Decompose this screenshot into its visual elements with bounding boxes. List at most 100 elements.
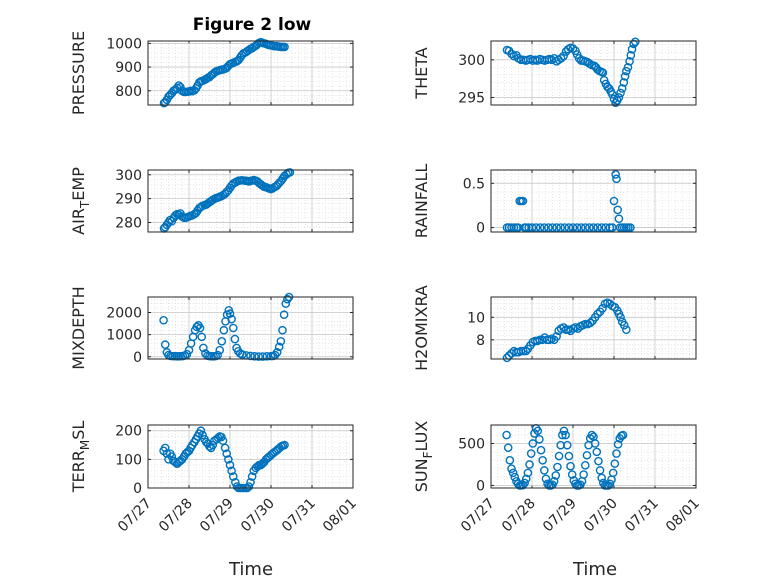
x-tick-label: 07/27 xyxy=(458,496,498,536)
data-point xyxy=(272,348,282,357)
y-axis-label: SUNFLUX xyxy=(412,421,435,493)
x-tick-label: 07/28 xyxy=(156,496,196,536)
data-point xyxy=(559,51,568,61)
data-point xyxy=(274,342,284,352)
data-point xyxy=(622,325,631,334)
axes-box xyxy=(490,40,697,106)
data-point xyxy=(553,462,562,472)
data-point xyxy=(535,434,544,444)
data-point xyxy=(556,223,566,232)
y-tick-label: 0.5 xyxy=(463,176,485,192)
data-point xyxy=(222,449,232,458)
x-tick-label: 07/29 xyxy=(540,496,580,536)
y-tick-label: 1000 xyxy=(106,328,142,344)
y-tick-label: 200 xyxy=(115,424,142,440)
data-point xyxy=(540,223,549,232)
data-point xyxy=(587,430,597,440)
data-point xyxy=(523,468,533,478)
axes-box xyxy=(147,296,354,360)
data-point xyxy=(508,468,518,478)
subplot-terr-msl: 0 100 200 TERRMSL 07/27 07/28 07/29 07/30 07/31 0… xyxy=(69,421,360,536)
data-point xyxy=(623,63,633,72)
data-point xyxy=(567,470,577,479)
data-point xyxy=(629,39,638,49)
data-point xyxy=(618,430,628,440)
data-point xyxy=(283,294,292,304)
data-point xyxy=(250,352,259,361)
data-point xyxy=(592,447,602,457)
data-point xyxy=(254,352,264,361)
data-point xyxy=(281,299,291,308)
y-tick-label: 10 xyxy=(467,310,485,326)
data-point xyxy=(572,223,582,232)
data-point xyxy=(521,474,531,484)
subplot-rainfall: 0 0.5 RAINFALL xyxy=(412,164,697,238)
y-axis-label: H2OMIXRA xyxy=(412,285,431,371)
x-tick-label: 08/01 xyxy=(320,496,360,536)
data-point xyxy=(195,323,205,333)
x-axis-label-left: Time xyxy=(228,559,273,580)
data-point xyxy=(568,44,578,53)
axes-box xyxy=(490,424,697,489)
data-point xyxy=(614,214,624,224)
data-point xyxy=(531,223,541,232)
data-point xyxy=(617,84,627,93)
data-point xyxy=(576,223,586,232)
y-tick-label: 0 xyxy=(133,481,142,497)
data-point xyxy=(224,455,233,464)
data-point xyxy=(244,482,254,491)
data-point xyxy=(560,223,570,232)
data-point xyxy=(246,477,255,487)
data-point xyxy=(160,340,170,349)
y-axis-label: TERRMSL xyxy=(69,421,92,494)
data-point xyxy=(509,223,519,232)
data-point xyxy=(538,455,547,465)
data-point xyxy=(228,323,238,333)
data-point xyxy=(590,439,600,448)
y-tick-label: 2000 xyxy=(106,306,142,322)
data-point xyxy=(626,223,635,232)
data-point xyxy=(533,426,543,436)
data-point xyxy=(520,478,529,488)
data-point xyxy=(619,78,629,87)
data-point xyxy=(541,474,551,484)
data-point xyxy=(540,466,549,475)
data-point xyxy=(585,318,595,328)
data-point xyxy=(502,430,511,440)
data-point xyxy=(597,223,607,232)
data-point xyxy=(247,472,257,481)
data-point xyxy=(518,196,528,206)
y-axis-label: THETA xyxy=(412,47,431,99)
data-point xyxy=(594,456,603,466)
plot-area xyxy=(491,41,696,105)
data-point xyxy=(225,460,235,470)
data-point xyxy=(614,93,624,102)
y-axis-label: AIRTEMP xyxy=(69,167,92,235)
data-point xyxy=(549,476,559,486)
data-point xyxy=(558,430,567,440)
data-point xyxy=(612,174,621,184)
data-point xyxy=(280,440,289,450)
subplot-pressure: 800 900 1000 PRESSURE xyxy=(69,31,354,115)
data-point xyxy=(526,449,536,458)
plot-area xyxy=(148,425,353,488)
data-point xyxy=(217,336,227,346)
data-point xyxy=(610,459,620,468)
data-point xyxy=(278,325,287,335)
data-point xyxy=(227,314,236,324)
axes-box xyxy=(147,424,354,489)
x-tick-label: 07/29 xyxy=(197,496,237,536)
subplot-theta: 295 300 THETA xyxy=(412,37,697,108)
plot-area xyxy=(491,425,696,488)
axes-box xyxy=(147,40,354,106)
subplot-mixdepth: 0 1000 2000 MIXDEPTH xyxy=(69,286,354,370)
data-point xyxy=(230,334,240,344)
data-point xyxy=(225,309,235,318)
y-axis-label: MIXDEPTH xyxy=(69,286,88,369)
data-point xyxy=(544,223,553,232)
data-point xyxy=(554,451,564,461)
y-tick-label: 300 xyxy=(115,168,142,184)
data-point xyxy=(625,57,634,66)
data-point xyxy=(581,461,590,470)
data-point xyxy=(525,460,534,469)
